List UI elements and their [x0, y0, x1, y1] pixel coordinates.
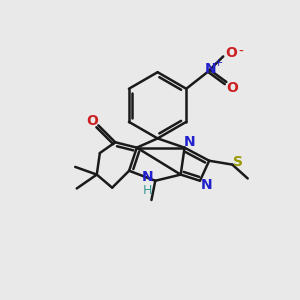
Text: N: N	[200, 178, 212, 192]
Text: N: N	[205, 62, 217, 76]
Text: N: N	[184, 135, 196, 149]
Text: O: O	[86, 115, 98, 128]
Text: O: O	[225, 46, 237, 60]
Text: N: N	[142, 170, 153, 184]
Text: H: H	[143, 184, 152, 196]
Text: O: O	[226, 81, 238, 95]
Text: S: S	[233, 154, 244, 169]
Text: +: +	[214, 58, 223, 68]
Text: -: -	[238, 45, 243, 59]
